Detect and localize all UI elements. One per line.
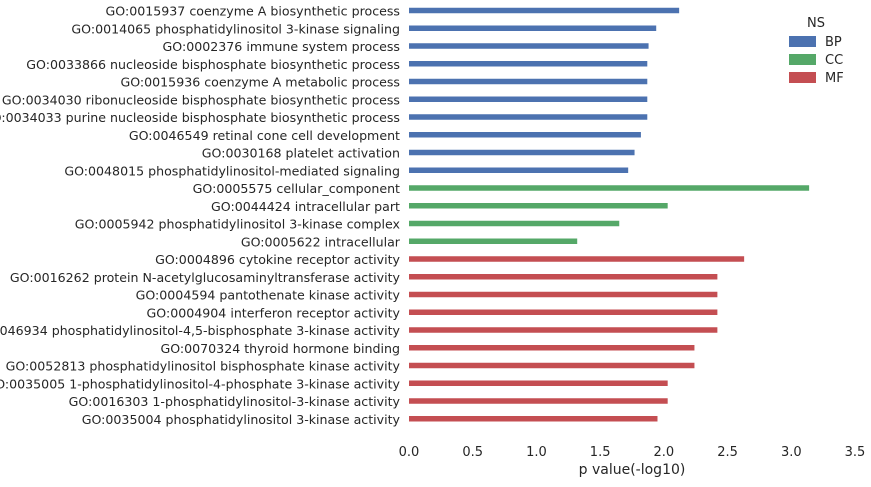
- bar-bp: [409, 149, 635, 156]
- category-label: GO:0034030 ribonucleoside bisphosphate b…: [2, 92, 400, 107]
- category-label: GO:0048015 phosphatidylinositol-mediated…: [64, 163, 400, 178]
- bar-cc: [409, 203, 668, 209]
- x-tick-label: 0.5: [462, 445, 483, 460]
- category-label: GO:0035005 1-phosphatidylinositol-4-phos…: [0, 376, 401, 391]
- legend-label-cc: CC: [825, 53, 843, 68]
- bar-bp: [409, 114, 648, 120]
- legend-entries: BP CC MF: [789, 35, 844, 86]
- x-tick-label: 3.5: [845, 445, 866, 460]
- bar-cc: [409, 185, 810, 191]
- category-label: GO:0005942 phosphatidylinositol 3-kinase…: [75, 217, 401, 232]
- category-label: GO:0005575 cellular_component: [193, 181, 400, 196]
- x-tick-label: 2.0: [654, 445, 675, 460]
- legend-swatch-bp: [789, 36, 816, 47]
- bar-bp: [409, 96, 648, 102]
- x-tick-label: 2.5: [717, 445, 738, 460]
- bar-bp: [409, 78, 648, 85]
- legend: NS BP CC MF: [789, 16, 844, 86]
- category-label: GO:0015937 coenzyme A biosynthetic proce…: [106, 4, 400, 19]
- bar-mf: [409, 398, 668, 404]
- legend-title: NS: [807, 16, 825, 31]
- category-label: GO:0014065 phosphatidylinositol 3-kinase…: [71, 21, 400, 36]
- x-tick-label: 1.5: [590, 445, 611, 460]
- category-label: GO:0004904 interferon receptor activity: [147, 305, 401, 320]
- bar-bp: [409, 167, 629, 173]
- legend-swatch-mf: [789, 72, 816, 83]
- x-tick-label: 3.0: [781, 445, 802, 460]
- category-label: GO:0044424 intracellular part: [211, 199, 400, 214]
- category-label: GO:0033866 nucleoside bisphosphate biosy…: [26, 57, 400, 72]
- category-label: GO:0016303 1-phosphatidylinositol-3-kina…: [69, 394, 401, 409]
- x-tick-label: 1.0: [526, 445, 547, 460]
- bar-bp: [409, 61, 648, 67]
- bar-mf: [409, 274, 718, 280]
- x-tick-labels-group: 0.0 0.5 1.0 1.5 2.0 2.5 3.0 3.5: [399, 445, 866, 460]
- bar-mf: [409, 309, 718, 315]
- category-label: GO:0052813 phosphatidylinositol bisphosp…: [6, 359, 401, 374]
- bar-bp: [409, 132, 641, 138]
- category-label: GO:0035004 phosphatidylinositol 3-kinase…: [82, 412, 401, 427]
- bar-cc: [409, 238, 578, 244]
- bar-bp: [409, 43, 649, 49]
- bar-mf: [409, 345, 695, 351]
- bar-mf: [409, 291, 718, 298]
- category-label: GO:0030168 platelet activation: [202, 146, 400, 161]
- legend-label-mf: MF: [825, 71, 844, 86]
- bar-mf: [409, 327, 718, 333]
- x-tick-label: 0.0: [399, 445, 420, 460]
- category-label: GO:0004594 pantothenate kinase activity: [136, 288, 401, 303]
- category-label: GO:0004896 cytokine receptor activity: [155, 252, 400, 267]
- legend-label-bp: BP: [825, 35, 842, 50]
- x-axis-label: p value(-log10): [579, 462, 686, 478]
- bar-bp: [409, 7, 680, 14]
- category-label: GO:0016262 protein N-acetylglucosaminylt…: [10, 270, 401, 285]
- category-label: GO:0002376 immune system process: [163, 39, 400, 54]
- category-labels-group: GO:0015937 coenzyme A biosynthetic proce…: [0, 4, 401, 427]
- bars-group: [409, 7, 810, 422]
- category-label: GO:0015936 coenzyme A metabolic process: [120, 75, 400, 90]
- bar-bp: [409, 25, 657, 31]
- bar-mf: [409, 380, 668, 386]
- category-label: GO:0046549 retinal cone cell development: [129, 128, 400, 143]
- bar-mf: [409, 362, 695, 369]
- category-label: GO:0005622 intracellular: [241, 234, 401, 249]
- legend-swatch-cc: [789, 54, 816, 65]
- category-label: GO:0046934 phosphatidylinositol-4,5-bisp…: [0, 323, 401, 338]
- bar-mf: [409, 416, 658, 422]
- bar-mf: [409, 256, 745, 262]
- category-label: GO:0070324 thyroid hormone binding: [160, 341, 400, 356]
- bar-cc: [409, 220, 620, 227]
- category-label: GO:0034033 purine nucleoside bisphosphat…: [0, 110, 400, 125]
